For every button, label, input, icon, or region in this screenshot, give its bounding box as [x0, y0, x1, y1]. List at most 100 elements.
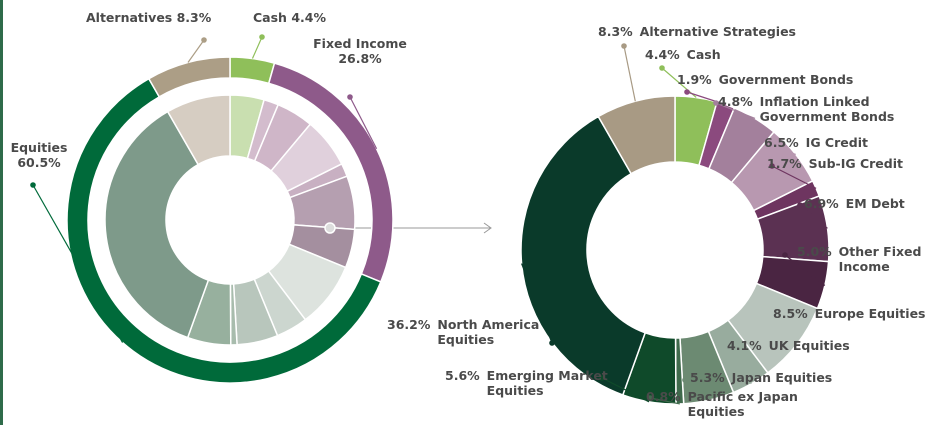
value-label: 1.7% [767, 156, 802, 171]
category-name: Alternatives [86, 10, 173, 25]
value-label: 8.3% [598, 24, 633, 39]
category-name: Cash [253, 10, 287, 25]
category-label: 0.8% Pacific ex Japan Equities [646, 389, 818, 419]
category-name: Other Fixed Income [838, 244, 922, 274]
selector-dot [324, 222, 336, 234]
category-label: 6.9% EM Debt [804, 196, 905, 211]
outer-segment [147, 56, 231, 98]
category-name: Pacific ex Japan Equities [687, 389, 798, 419]
value-label: 6.5% [764, 135, 799, 150]
category-name: Emerging Market Equities [486, 368, 608, 398]
value-label: 4.1% [727, 338, 762, 353]
value-label: 8.3% [176, 10, 212, 25]
leader-line [715, 102, 756, 119]
leader-dot [713, 100, 719, 106]
value-label: 1.9% [677, 72, 712, 87]
leader-line [349, 96, 378, 150]
leader-line [684, 379, 710, 401]
category-name: EM Debt [845, 196, 905, 211]
leader-line [623, 45, 636, 102]
category-name: North America Equities [437, 317, 540, 347]
leader-line [187, 39, 205, 63]
leader-dot [259, 34, 265, 40]
category-name: IG Credit [805, 135, 868, 150]
category-label: 8.3% Alternative Strategies [598, 24, 796, 39]
value-label: 8.5% [773, 306, 808, 321]
value-label: 5.6% [445, 368, 480, 383]
category-label: 4.1% UK Equities [727, 338, 850, 353]
leader-line [784, 254, 826, 286]
arrow-head [483, 222, 492, 234]
outer-segment [229, 56, 276, 85]
category-label: 6.5% IG Credit [764, 135, 868, 150]
value-label: 4.4% [645, 47, 680, 62]
leader-line [721, 347, 752, 385]
segment [597, 95, 676, 175]
category-name: Fixed Income [313, 36, 407, 51]
category-label: 4.4% Cash [645, 47, 721, 62]
category-label: 1.7% Sub-IG Credit [767, 156, 903, 171]
category-name: Equities [10, 140, 68, 155]
leader-dot [621, 43, 627, 49]
category-name: Sub-IG Credit [808, 156, 903, 171]
leader-line [251, 36, 263, 59]
category-name: Government Bonds [718, 72, 854, 87]
category-label: 5.3% Japan Equities [690, 370, 832, 385]
leader-dot [782, 252, 788, 258]
value-label: 60.5% [17, 155, 61, 170]
leader-dot [599, 375, 605, 381]
value-label: 4.4% [291, 10, 326, 25]
segment [520, 115, 647, 396]
leader-dot [797, 202, 803, 208]
category-label: 1.9% Government Bonds [677, 72, 853, 87]
category-label: Cash 4.4% [253, 10, 353, 25]
category-label: 4.8% Inflation Linked Government Bonds [718, 94, 920, 124]
leader-line [649, 397, 680, 405]
leader-dot [347, 94, 353, 100]
leader-dot [769, 315, 775, 321]
category-name: UK Equities [768, 338, 850, 353]
category-name: Cash [686, 47, 721, 62]
category-label: Alternatives 8.3% [86, 10, 236, 25]
category-label: 36.2% North America Equities [387, 317, 547, 347]
leader-line [686, 91, 726, 106]
category-name: Inflation Linked Government Bonds [759, 94, 895, 124]
value-label: 0.8% [646, 389, 681, 404]
leader-dot [647, 395, 653, 401]
category-label: 5.6% Emerging Market Equities [445, 368, 617, 398]
category-label: Fixed Income 26.8% [310, 36, 410, 66]
leader-line [771, 317, 798, 345]
leader-dot [682, 377, 688, 383]
leader-dot [719, 345, 725, 351]
value-label: 36.2% [387, 317, 431, 332]
category-name: Europe Equities [814, 306, 926, 321]
category-label: 5.0% Other Fixed Income [797, 244, 939, 274]
leader-line [771, 165, 817, 189]
left-border [0, 0, 3, 425]
leader-dot [769, 163, 775, 169]
value-label: 5.0% [797, 244, 832, 259]
value-label: 26.8% [338, 51, 382, 66]
leader-line [521, 263, 553, 344]
value-label: 5.3% [690, 370, 725, 385]
category-label: 8.5% Europe Equities [773, 306, 926, 321]
leader-line [767, 144, 796, 156]
category-label: Equities 60.5% [4, 140, 74, 170]
leader-line [32, 184, 124, 343]
value-label: 6.9% [804, 196, 839, 211]
category-name: Alternative Strategies [639, 24, 797, 39]
category-name: Japan Equities [731, 370, 833, 385]
inner-segment [166, 94, 231, 166]
leader-dot [684, 89, 690, 95]
leader-dot [549, 340, 555, 346]
leader-line [799, 204, 828, 229]
value-label: 4.8% [718, 94, 753, 109]
inner-segment [104, 110, 210, 339]
leader-line [601, 377, 650, 403]
leader-dot [765, 142, 771, 148]
leader-dot [30, 182, 36, 188]
leader-dot [659, 65, 665, 71]
leader-dot [201, 37, 207, 43]
